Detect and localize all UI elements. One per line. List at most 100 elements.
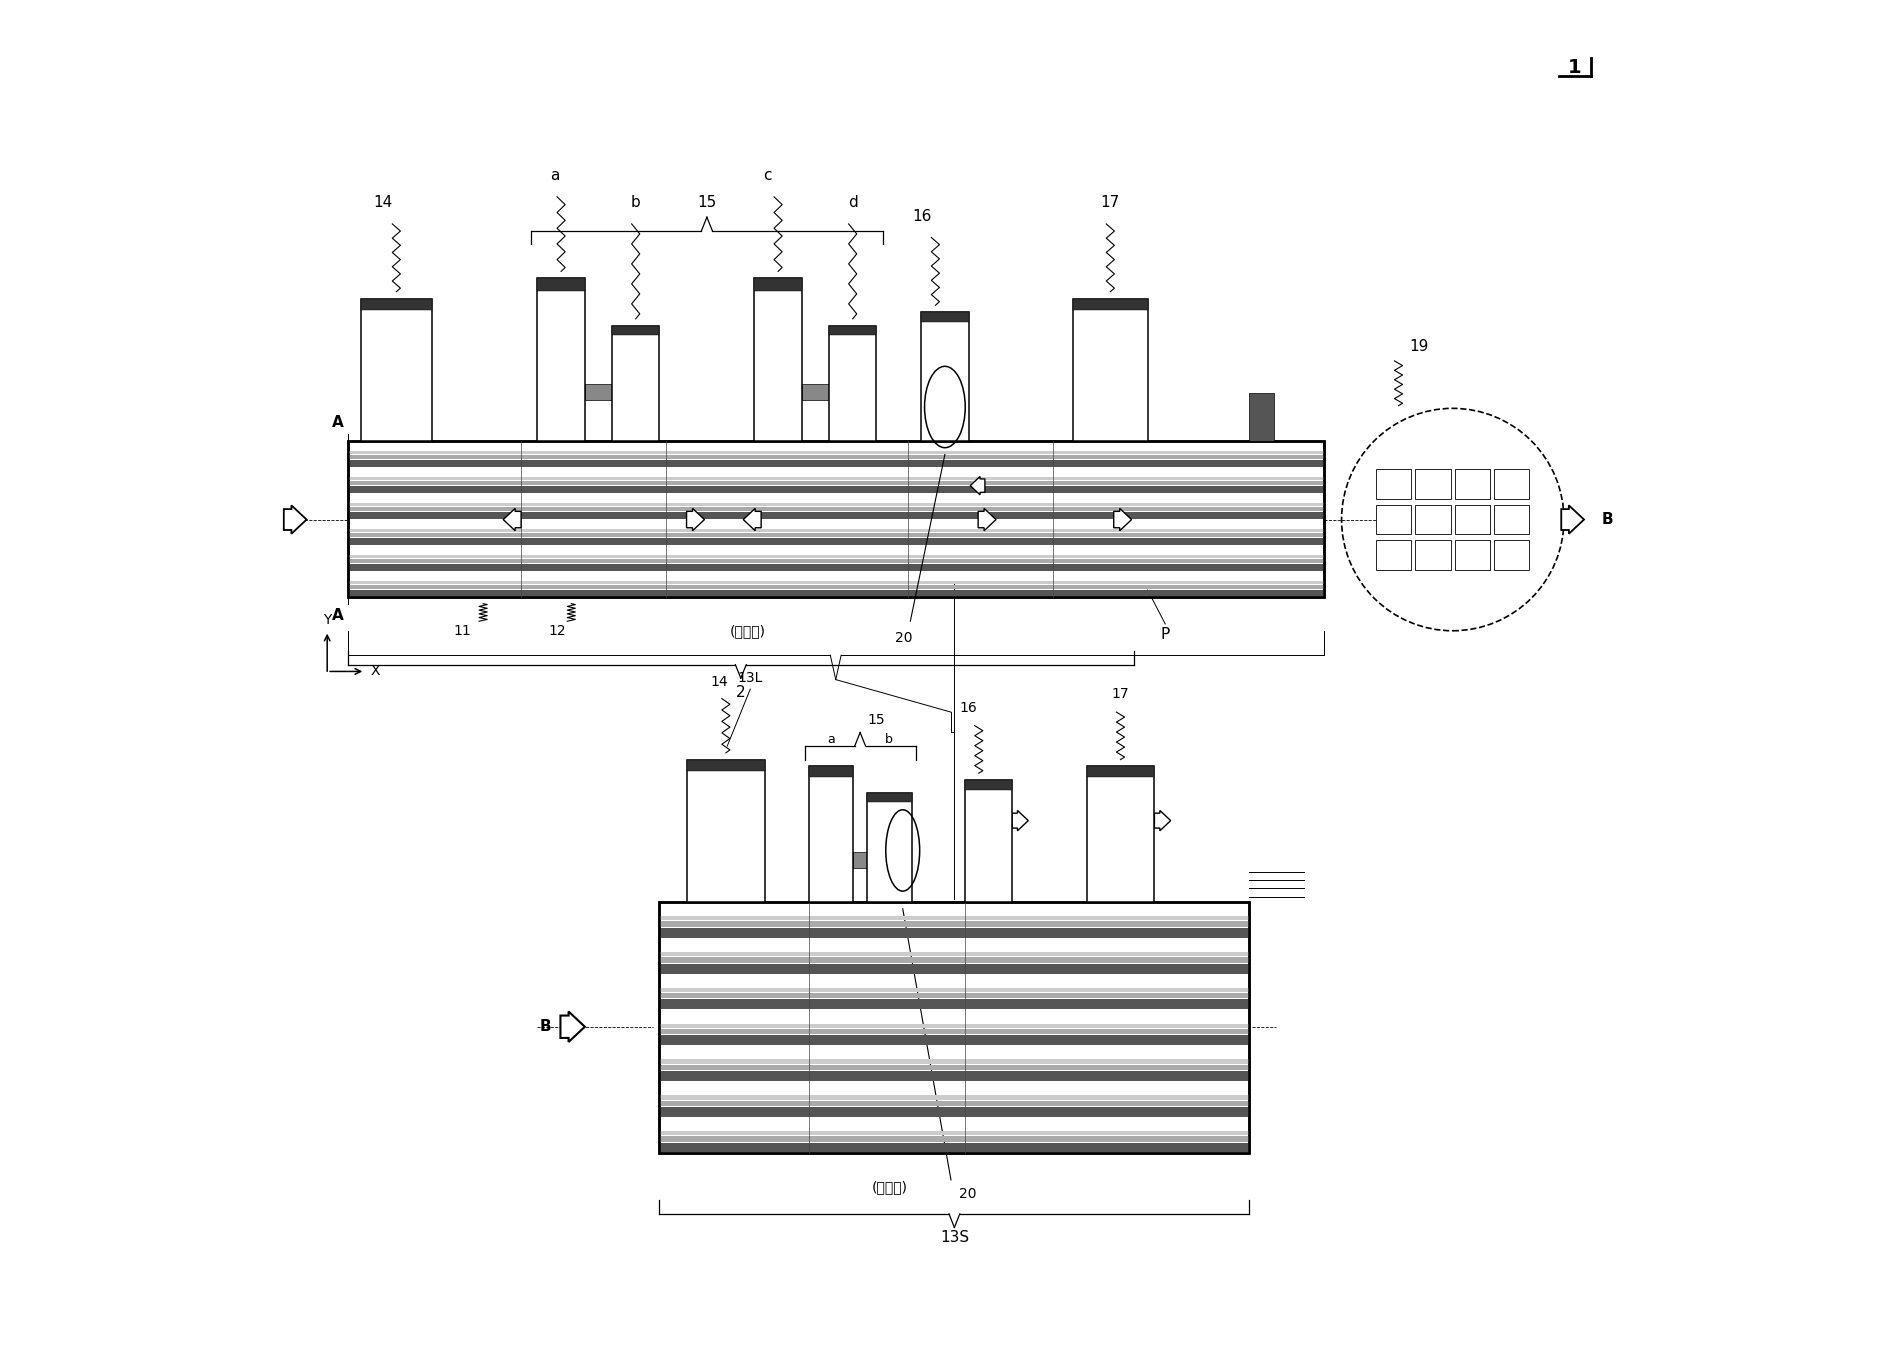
FancyArrow shape <box>1115 508 1132 530</box>
Bar <box>867 793 911 803</box>
Bar <box>660 1000 1250 1010</box>
Text: 14: 14 <box>373 196 392 211</box>
Bar <box>687 759 765 901</box>
Bar <box>348 537 1324 545</box>
Bar <box>1415 540 1451 570</box>
FancyArrow shape <box>970 477 985 495</box>
Bar <box>348 503 1324 506</box>
Text: 2: 2 <box>736 685 746 700</box>
Bar <box>348 441 1324 597</box>
Bar <box>1250 393 1274 441</box>
Text: A: A <box>333 415 344 430</box>
Bar <box>660 993 1250 999</box>
Bar <box>1415 470 1451 499</box>
Bar <box>867 793 911 901</box>
FancyArrow shape <box>892 811 907 830</box>
Bar <box>660 1059 1250 1063</box>
Bar <box>348 529 1324 532</box>
Bar <box>660 1064 1250 1070</box>
Bar <box>829 326 877 334</box>
Bar <box>660 1071 1250 1081</box>
Bar <box>964 780 1012 901</box>
Bar <box>348 511 1324 519</box>
Text: 1: 1 <box>1567 59 1582 78</box>
Text: 15: 15 <box>698 196 717 211</box>
Bar <box>612 326 660 334</box>
Bar <box>348 533 1324 537</box>
FancyArrow shape <box>687 508 704 530</box>
Bar <box>348 585 1324 589</box>
Text: (短边侧): (短边侧) <box>871 1180 907 1195</box>
Text: P: P <box>1160 626 1170 641</box>
Text: 16: 16 <box>913 208 932 223</box>
Text: 14: 14 <box>709 675 728 689</box>
Bar <box>854 852 867 869</box>
Bar <box>660 1100 1250 1106</box>
Bar <box>612 326 660 441</box>
Bar <box>829 326 877 441</box>
Text: (长边侧): (长边侧) <box>730 623 767 638</box>
Bar <box>921 312 968 322</box>
Bar <box>1495 540 1529 570</box>
Bar <box>348 481 1324 485</box>
Text: b: b <box>631 196 641 211</box>
FancyArrow shape <box>283 506 306 534</box>
FancyArrow shape <box>1012 811 1029 830</box>
FancyArrow shape <box>1562 506 1584 534</box>
FancyArrow shape <box>504 508 521 530</box>
Text: c: c <box>763 169 772 184</box>
Bar <box>660 1143 1250 1154</box>
Text: 20: 20 <box>959 1186 976 1200</box>
Bar <box>660 1132 1250 1136</box>
Text: 19: 19 <box>1409 340 1428 353</box>
Bar <box>1086 766 1155 777</box>
Bar <box>660 927 1250 938</box>
Bar <box>348 451 1324 455</box>
Bar <box>348 555 1324 558</box>
Bar <box>1073 299 1147 310</box>
Bar <box>348 455 1324 459</box>
Bar <box>1455 540 1489 570</box>
Bar <box>808 766 854 777</box>
Bar <box>1377 540 1411 570</box>
Bar <box>660 963 1250 974</box>
Bar <box>361 299 432 441</box>
Bar <box>361 299 432 310</box>
Bar <box>1495 470 1529 499</box>
Bar <box>660 1137 1250 1141</box>
Bar <box>1495 504 1529 534</box>
Bar <box>1415 504 1451 534</box>
Bar <box>348 589 1324 597</box>
FancyArrow shape <box>747 811 765 830</box>
Bar <box>348 459 1324 467</box>
Bar <box>348 485 1324 493</box>
Text: 13L: 13L <box>738 671 763 685</box>
Bar <box>1086 766 1155 901</box>
Text: 15: 15 <box>867 712 884 727</box>
Text: 17: 17 <box>1111 688 1130 701</box>
Bar <box>660 958 1250 963</box>
Text: b: b <box>884 733 894 747</box>
Bar <box>1377 470 1411 499</box>
Bar <box>660 922 1250 926</box>
Text: a: a <box>550 169 559 184</box>
Bar <box>660 1095 1250 1100</box>
Text: 17: 17 <box>1101 196 1120 211</box>
Bar <box>1377 504 1411 534</box>
Text: d: d <box>848 196 858 211</box>
Bar <box>538 278 584 292</box>
Bar <box>660 952 1250 956</box>
Circle shape <box>1341 408 1563 630</box>
Bar <box>660 901 1250 1154</box>
Bar <box>755 278 803 441</box>
FancyArrow shape <box>744 508 761 530</box>
Bar <box>348 581 1324 584</box>
Bar <box>348 477 1324 481</box>
Text: X: X <box>371 664 380 678</box>
Text: a: a <box>827 733 835 747</box>
Bar <box>1455 470 1489 499</box>
Text: 12: 12 <box>550 623 567 638</box>
Text: 13S: 13S <box>940 1230 968 1245</box>
Bar <box>660 1023 1250 1028</box>
Bar <box>1455 504 1489 534</box>
